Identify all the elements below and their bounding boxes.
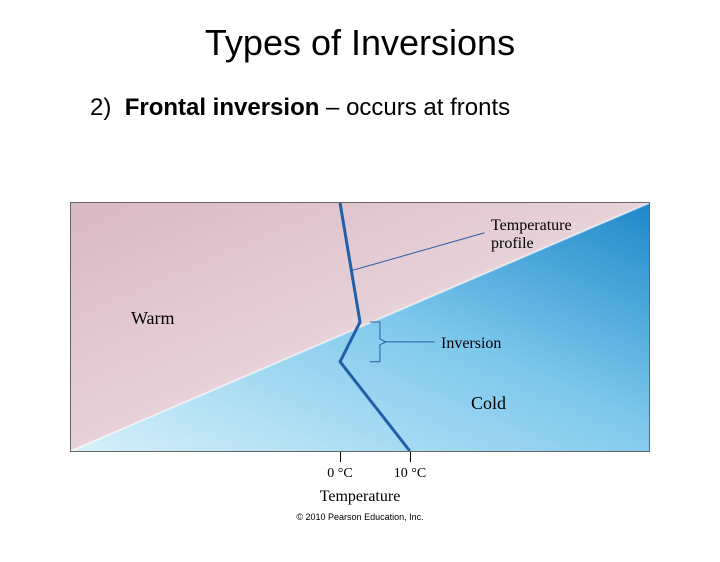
temp-profile-label-line1: Temperature (491, 217, 572, 234)
axis-tick-label-0: 0 °C (327, 466, 352, 482)
axis-title: Temperature (320, 488, 401, 506)
chart-box: Warm Cold Temperature profile Inversion (70, 202, 650, 452)
axis-tick-0 (340, 452, 341, 462)
diagram-figure: Warm Cold Temperature profile Inversion … (70, 202, 650, 532)
axis-tick-label-1: 10 °C (394, 466, 426, 482)
subtitle: 2) Frontal inversion – occurs at fronts (90, 94, 720, 122)
temp-profile-label-line2: profile (491, 235, 534, 252)
subtitle-sep: – (319, 94, 346, 121)
x-axis: 0 °C 10 °C Temperature © 2010 Pearson Ed… (70, 452, 650, 532)
subtitle-desc: occurs at fronts (346, 94, 510, 121)
axis-tick-1 (410, 452, 411, 462)
subtitle-number: 2) (90, 94, 111, 121)
temp-profile-label: Temperature profile (491, 217, 572, 252)
copyright-text: © 2010 Pearson Education, Inc. (296, 512, 423, 522)
cold-label: Cold (471, 393, 506, 414)
page-title: Types of Inversions (0, 22, 720, 64)
inversion-label: Inversion (441, 335, 501, 353)
warm-label: Warm (131, 308, 175, 329)
subtitle-term: Frontal inversion (125, 94, 320, 121)
